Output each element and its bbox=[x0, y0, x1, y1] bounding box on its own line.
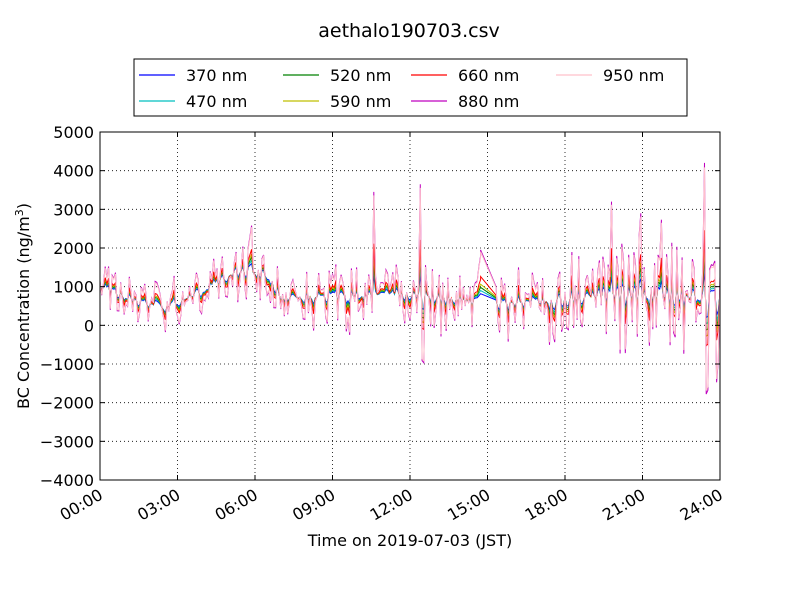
x-tick-label: 06:00 bbox=[212, 485, 261, 525]
x-tick-label: 21:00 bbox=[599, 485, 648, 525]
legend-items: 370 nm 470 nm 520 nm 590 nm 660 nm 880 nm 950 … bbox=[139, 66, 664, 111]
y-axis-label-end: ) bbox=[14, 203, 33, 209]
legend-item: 590 nm bbox=[283, 92, 391, 111]
x-axis-tick-labels: 00:00 03:00 06:00 09:00 12:00 15:00 18:00 21:00… bbox=[57, 485, 726, 525]
y-tick-label: 5000 bbox=[53, 123, 94, 142]
legend-item: 520 nm bbox=[283, 66, 391, 85]
x-tick-label: 03:00 bbox=[134, 485, 183, 525]
x-tick-label: 09:00 bbox=[289, 485, 338, 525]
y-axis-tick-labels: 5000 4000 3000 2000 1000 0 −1000 −2000 −3000 −400… bbox=[40, 123, 94, 490]
y-tick-label: 1000 bbox=[53, 278, 94, 297]
chart-title: aethalo190703.csv bbox=[318, 20, 500, 42]
y-axis-label-superscript: 3 bbox=[13, 209, 26, 216]
y-tick-label: −1000 bbox=[40, 355, 94, 374]
y-tick-label: 3000 bbox=[53, 200, 94, 219]
x-axis-label: Time on 2019-07-03 (JST) bbox=[307, 531, 512, 550]
y-axis-label-main: BC Concentration (ng/m bbox=[14, 216, 33, 409]
series-line-880nm bbox=[100, 162, 720, 395]
legend-item: 660 nm bbox=[411, 66, 519, 85]
legend: 370 nm 470 nm 520 nm 590 nm 660 nm 880 nm 950 … bbox=[133, 58, 688, 117]
y-tick-label: −2000 bbox=[40, 394, 94, 413]
legend-label: 590 nm bbox=[330, 92, 391, 111]
legend-item: 370 nm bbox=[139, 66, 247, 85]
plot-area bbox=[100, 162, 720, 395]
legend-label: 660 nm bbox=[458, 66, 519, 85]
x-tick-label: 12:00 bbox=[367, 485, 416, 525]
y-tick-label: 4000 bbox=[53, 162, 94, 181]
legend-label: 520 nm bbox=[330, 66, 391, 85]
y-tick-label: −3000 bbox=[40, 432, 94, 451]
x-tick-label: 15:00 bbox=[444, 485, 493, 525]
y-tick-label: 0 bbox=[84, 316, 94, 335]
legend-item: 950 nm bbox=[556, 66, 664, 85]
legend-label: 880 nm bbox=[458, 92, 519, 111]
x-tick-label: 24:00 bbox=[677, 485, 726, 525]
y-axis-label: BC Concentration (ng/m3) bbox=[13, 203, 33, 409]
legend-label: 950 nm bbox=[603, 66, 664, 85]
y-tick-label: 2000 bbox=[53, 239, 94, 258]
axis-ticks bbox=[99, 131, 721, 481]
y-tick-label: −4000 bbox=[40, 471, 94, 490]
x-tick-label: 00:00 bbox=[57, 485, 106, 525]
legend-box bbox=[133, 58, 688, 117]
legend-label: 370 nm bbox=[186, 66, 247, 85]
series-line-950nm bbox=[100, 167, 720, 391]
legend-label: 470 nm bbox=[186, 92, 247, 111]
legend-item: 880 nm bbox=[411, 92, 519, 111]
legend-item: 470 nm bbox=[139, 92, 247, 111]
x-tick-label: 18:00 bbox=[522, 485, 571, 525]
